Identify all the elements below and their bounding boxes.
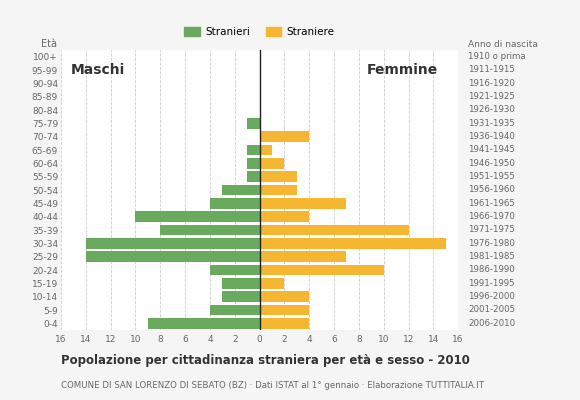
Bar	[260, 172, 297, 182]
Legend: Stranieri, Straniere: Stranieri, Straniere	[180, 23, 339, 41]
Text: 1976-1980: 1976-1980	[468, 239, 515, 248]
Bar	[247, 172, 260, 182]
Bar	[260, 265, 384, 275]
Text: 2001-2005: 2001-2005	[468, 306, 515, 314]
Text: 1956-1960: 1956-1960	[468, 186, 515, 194]
Text: 1986-1990: 1986-1990	[468, 266, 514, 274]
Text: 1910 o prima: 1910 o prima	[468, 52, 525, 61]
Bar	[222, 292, 260, 302]
Bar	[160, 225, 260, 235]
Bar	[86, 252, 260, 262]
Text: 1916-1920: 1916-1920	[468, 79, 515, 88]
Bar	[260, 225, 408, 235]
Bar	[210, 305, 260, 315]
Bar	[260, 145, 272, 155]
Text: 1931-1935: 1931-1935	[468, 119, 515, 128]
Bar	[135, 212, 260, 222]
Text: Maschi: Maschi	[71, 63, 125, 77]
Text: 2006-2010: 2006-2010	[468, 319, 515, 328]
Bar	[260, 185, 297, 195]
Bar	[260, 132, 309, 142]
Text: 1926-1930: 1926-1930	[468, 106, 515, 114]
Text: 1961-1965: 1961-1965	[468, 199, 515, 208]
Text: 1941-1945: 1941-1945	[468, 146, 515, 154]
Bar	[222, 185, 260, 195]
Text: 1981-1985: 1981-1985	[468, 252, 515, 261]
Bar	[247, 118, 260, 128]
Text: 1936-1940: 1936-1940	[468, 132, 515, 141]
Text: 1911-1915: 1911-1915	[468, 66, 515, 74]
Text: 1951-1955: 1951-1955	[468, 172, 515, 181]
Text: Popolazione per cittadinanza straniera per età e sesso - 2010: Popolazione per cittadinanza straniera p…	[61, 354, 470, 367]
Text: 1971-1975: 1971-1975	[468, 226, 515, 234]
Text: Femmine: Femmine	[367, 63, 438, 77]
Bar	[260, 158, 284, 168]
Bar	[247, 158, 260, 168]
Text: Età: Età	[41, 39, 57, 49]
Bar	[260, 305, 309, 315]
Bar	[210, 198, 260, 208]
Bar	[260, 238, 446, 248]
Text: 1996-2000: 1996-2000	[468, 292, 515, 301]
Text: COMUNE DI SAN LORENZO DI SEBATO (BZ) · Dati ISTAT al 1° gennaio · Elaborazione T: COMUNE DI SAN LORENZO DI SEBATO (BZ) · D…	[61, 381, 484, 390]
Bar	[260, 318, 309, 328]
Text: 1921-1925: 1921-1925	[468, 92, 515, 101]
Bar	[260, 198, 346, 208]
Bar	[260, 252, 346, 262]
Bar	[210, 265, 260, 275]
Text: 1946-1950: 1946-1950	[468, 159, 515, 168]
Bar	[247, 145, 260, 155]
Text: 1966-1970: 1966-1970	[468, 212, 515, 221]
Bar	[260, 212, 309, 222]
Bar	[260, 292, 309, 302]
Bar	[148, 318, 260, 328]
Text: 1991-1995: 1991-1995	[468, 279, 514, 288]
Bar	[222, 278, 260, 288]
Bar	[260, 278, 284, 288]
Bar	[86, 238, 260, 248]
Text: Anno di nascita: Anno di nascita	[468, 40, 538, 49]
